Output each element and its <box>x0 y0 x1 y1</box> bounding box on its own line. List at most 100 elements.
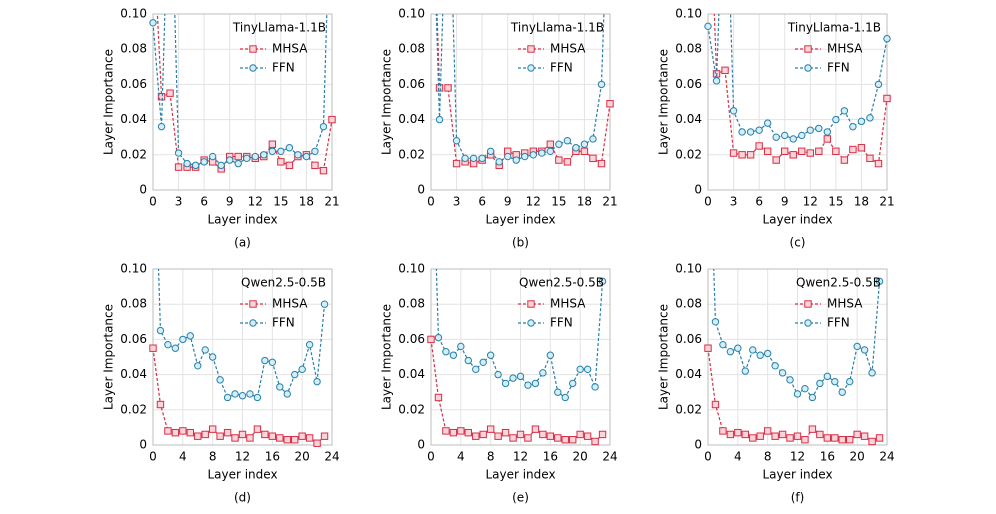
x-tick-label: 18 <box>854 195 869 209</box>
marker <box>572 144 580 152</box>
marker <box>516 430 525 439</box>
marker <box>763 119 772 127</box>
marker <box>457 342 465 351</box>
marker <box>320 432 329 440</box>
marker <box>156 326 165 335</box>
y-tick-label: 0 <box>694 438 702 452</box>
marker <box>442 427 450 435</box>
legend-label: FFN <box>272 316 295 330</box>
legend-label: MHSA <box>827 42 863 56</box>
y-axis-label: Layer Importance <box>380 304 394 410</box>
marker <box>243 154 251 163</box>
marker <box>772 133 780 141</box>
y-tick-label: 0.04 <box>675 112 702 126</box>
marker <box>789 135 797 143</box>
marker <box>509 434 517 442</box>
marker <box>251 152 259 161</box>
marker <box>860 346 869 354</box>
marker <box>561 436 569 444</box>
marker <box>174 149 183 157</box>
marker <box>208 425 217 433</box>
marker <box>171 428 180 437</box>
marker <box>217 161 225 170</box>
marker <box>444 84 452 92</box>
marker <box>589 135 597 143</box>
marker <box>591 437 599 446</box>
legend-title: TinyLlama-1.1B <box>787 21 881 35</box>
series-line <box>713 14 888 165</box>
marker <box>494 370 502 379</box>
marker <box>721 66 729 75</box>
y-tick-label: 0.10 <box>398 262 425 276</box>
y-tick-label: 0.02 <box>675 147 702 161</box>
marker <box>749 434 757 442</box>
legend-marker <box>249 45 257 53</box>
marker <box>194 362 202 370</box>
y-axis-label: Layer Importance <box>657 304 671 410</box>
marker <box>509 374 517 382</box>
marker <box>435 84 444 92</box>
marker <box>171 344 180 352</box>
marker <box>313 439 321 447</box>
subplot: 0 0.02 0.04 0.06 0.08 0.10 0 4 8 12 16 20 24 Layer in… <box>102 262 340 505</box>
marker <box>786 376 794 384</box>
legend-title: TinyLlama-1.1B <box>510 21 604 35</box>
y-tick-label: 0.02 <box>675 402 702 416</box>
x-tick-label: 3 <box>453 195 461 209</box>
marker <box>860 432 869 440</box>
marker <box>194 432 202 440</box>
marker <box>319 122 328 131</box>
marker <box>512 156 520 164</box>
marker <box>853 430 861 439</box>
x-tick-label: 9 <box>504 195 512 209</box>
marker <box>840 107 849 115</box>
marker <box>704 344 712 352</box>
x-tick-label: 20 <box>295 450 310 464</box>
x-tick-label: 0 <box>704 195 712 209</box>
marker <box>268 147 277 155</box>
marker <box>435 115 444 124</box>
x-tick-label: 15 <box>551 195 566 209</box>
legend-marker <box>804 45 812 53</box>
x-axis-label: Layer index <box>762 213 832 227</box>
marker <box>875 277 884 286</box>
y-tick-label: 0.08 <box>675 297 702 311</box>
marker <box>734 428 742 437</box>
x-tick-label: 9 <box>226 195 234 209</box>
legend-title: Qwen2.5-0.5B <box>796 276 881 290</box>
marker <box>524 381 532 389</box>
marker <box>786 434 794 442</box>
x-tick-label: 0 <box>149 450 157 464</box>
plot-area <box>149 14 336 175</box>
marker <box>606 100 614 108</box>
marker <box>494 432 502 440</box>
marker <box>823 135 832 143</box>
x-tick-label: 4 <box>457 450 465 464</box>
marker <box>738 151 746 159</box>
marker <box>201 430 209 439</box>
x-tick-label: 24 <box>602 450 617 464</box>
marker <box>778 369 787 377</box>
marker <box>868 437 876 446</box>
marker <box>823 434 832 442</box>
y-tick-label: 0.06 <box>675 332 702 346</box>
marker <box>849 145 857 154</box>
y-tick-label: 0.10 <box>675 262 702 276</box>
marker <box>434 393 443 402</box>
y-tick-label: 0.06 <box>675 77 702 91</box>
y-axis-label: Layer Importance <box>102 304 116 410</box>
marker <box>238 430 247 439</box>
marker <box>253 393 262 402</box>
x-tick-label: 3 <box>175 195 183 209</box>
x-tick-label: 12 <box>803 195 818 209</box>
marker <box>501 379 510 388</box>
marker <box>719 340 727 349</box>
marker <box>486 351 495 359</box>
marker <box>531 379 540 388</box>
marker <box>546 140 555 148</box>
marker <box>789 151 797 159</box>
marker <box>563 137 572 145</box>
marker <box>164 340 172 349</box>
marker <box>226 156 234 164</box>
